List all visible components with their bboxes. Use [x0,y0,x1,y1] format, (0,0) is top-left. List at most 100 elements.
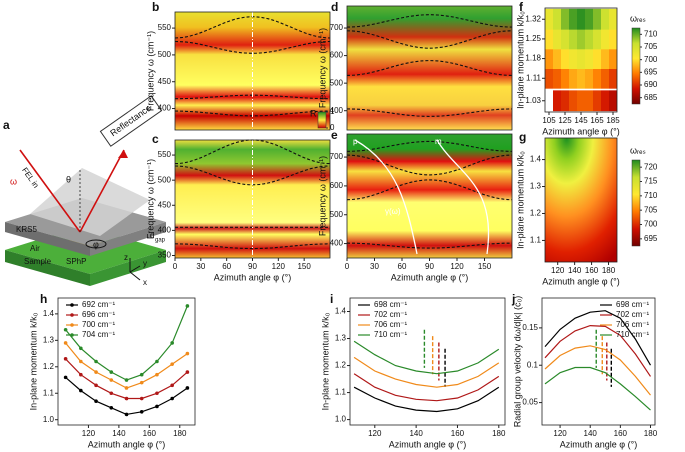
x-tick-label: 120 [82,429,96,438]
y-tick-label: 1.25 [525,34,541,43]
data-point [139,396,144,401]
heatmap-image [175,12,330,130]
x-tick-label: 160 [143,429,157,438]
colorbar [317,111,327,129]
data-point [94,359,98,364]
grid-cell [577,28,585,50]
x-axis-label: Azimuth angle φ (°) [214,272,291,282]
y-tick-label: 1.1 [530,236,542,245]
y-tick-label: 700 [330,23,344,32]
y-tick-label: 450 [158,77,172,86]
grid-cell [577,90,585,112]
grid-cell [593,8,601,30]
beam-out [79,149,125,233]
legend-label: 706 cm⁻¹ [374,320,407,329]
y-axis-label: In-plane momentum k/k₀ [320,312,330,410]
y-tick-label: 1.2 [43,362,55,371]
x-tick-label: 140 [568,266,582,275]
y-tick-label: 0.1 [527,360,539,369]
grid-cell [609,48,617,69]
y-axis-label: In-plane momentum k/k₀ [515,151,525,249]
legend-label: 702 cm⁻¹ [374,310,407,319]
y-tick-label: 600 [330,51,344,60]
x-tick-label: 30 [370,262,379,271]
data-point [124,412,129,417]
data-point [155,404,159,409]
grid-cell [585,28,593,50]
sphp-label: SPhP [66,257,86,266]
data-point [185,351,190,356]
y-axis-label: Frequency ω (cm⁻¹) [145,31,155,111]
data-point [124,386,129,390]
series-line [544,310,652,366]
x-tick-label: 180 [644,429,658,438]
colorbar-tick-label: 685 [644,93,658,102]
x-tick-label: 180 [173,429,187,438]
colorbar-tick-label: 695 [644,234,658,243]
detector-box [99,95,163,147]
z-label: z [124,253,128,262]
grid-cell [553,28,561,50]
x-axis-label: Azimuth angle φ (°) [391,272,468,282]
data-point [63,357,68,361]
gap-label: gap [155,238,166,244]
colorbar-label: ωᵣₑₛ [630,145,646,155]
colorbar-label: R [310,108,317,118]
y-label: y [143,259,147,268]
x-tick-label: 165 [590,116,604,125]
legend-label: 692 cm⁻¹ [82,300,115,309]
model-curve [346,179,513,201]
x-tick-label: 60 [398,262,407,271]
grid-cell [561,28,569,50]
y-tick-label: 400 [330,106,344,115]
y-tick-label: 700 [330,152,344,161]
grid-cell [545,8,553,30]
data-point [79,359,83,364]
data-point [155,372,159,377]
colorbar [631,159,641,247]
plot-frame [346,5,513,131]
krs5-side [90,222,166,256]
grid-cell [545,48,553,69]
data-point [94,383,98,388]
grid-cell [553,67,561,89]
grid-cell [569,90,577,112]
y-tick-label: 500 [330,210,344,219]
arrow-head [118,150,128,158]
panel-label: b [152,0,159,14]
data-point [124,396,129,401]
x-tick-label: 120 [272,262,286,271]
x-tick-label: 0 [345,262,350,271]
grid-cell [609,8,617,30]
y-tick-label: 400 [330,239,344,248]
colorbar-tick-label: 1 [330,107,335,116]
legend-dot [70,323,74,327]
x-tick-label: 180 [602,266,616,275]
x-tick-label: 140 [409,429,423,438]
x-tick-label: 185 [606,116,620,125]
colorbar-tick-label: 700 [644,220,658,229]
grid-cell [609,90,617,112]
grid-cell [585,48,593,69]
grid-cell [609,28,617,50]
colorbar-label: ωᵣₑₛ [630,13,646,23]
y-tick-label: 1.0 [43,415,55,424]
trajectory [436,139,490,255]
y-tick-label: 400 [158,104,172,113]
panel-label: h [40,292,47,306]
data-point [170,362,174,366]
grid-cell [545,28,553,50]
series-line [353,356,500,388]
legend-label: 698 cm⁻¹ [374,300,407,309]
model-curve [346,140,513,152]
rotation-arrow [85,239,107,249]
grid-cell [593,67,601,89]
y-tick-label: 0.05 [522,398,538,407]
annotation: m [435,137,442,146]
data-point [170,383,174,388]
grid-cell [601,28,609,50]
y-tick-label: 1.18 [525,54,541,63]
x-axis-label: Azimuth angle φ (°) [542,126,619,136]
